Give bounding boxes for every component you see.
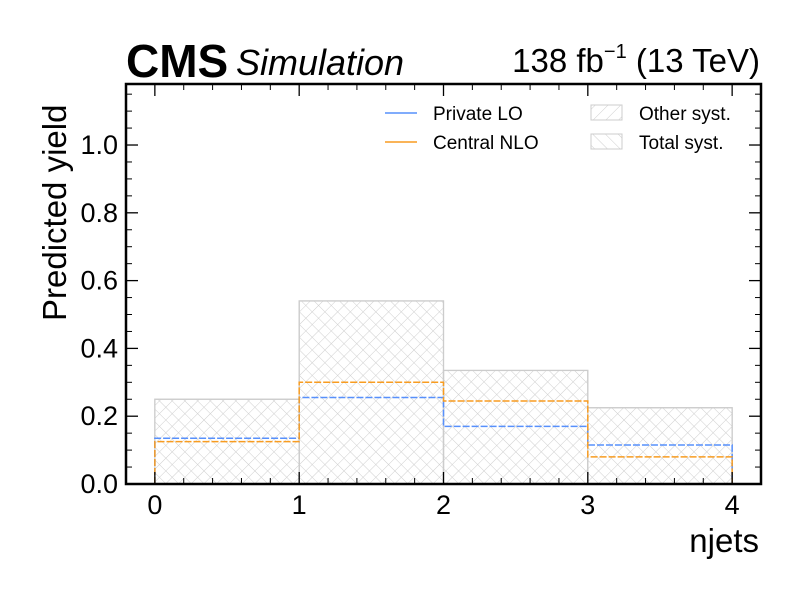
legend-label-total-syst: Total syst. (639, 133, 723, 154)
y-tick-label: 0.6 (80, 266, 118, 296)
simulation-label: Simulation (236, 42, 404, 83)
y-tick-label: 0.2 (80, 401, 118, 431)
syst-bands (154, 300, 733, 485)
lumi-exponent: −1 (604, 41, 627, 63)
series-lines (154, 381, 733, 484)
legend-label-private-lo: Private LO (433, 104, 523, 125)
axis-ticks: 0 1 2 3 4 0.0 0.2 0.4 0.6 0.8 1.0 (80, 84, 762, 520)
syst-band-total-bin-2 (442, 369, 589, 485)
legend-swatch-total-syst (590, 133, 623, 150)
x-tick-label: 1 (292, 490, 307, 520)
syst-band-total-bin-1 (298, 300, 445, 485)
x-tick-label: 0 (147, 490, 162, 520)
lumi-energy: (13 TeV) (627, 42, 760, 79)
legend-swatch-other-syst (590, 104, 623, 121)
lumi-label: 138 fb−1 (13 TeV) (512, 41, 760, 79)
cms-label: CMS (126, 35, 228, 87)
y-axis-title: Predicted yield (36, 105, 73, 321)
lumi-main: 138 fb (512, 42, 604, 79)
x-tick-label: 2 (436, 490, 451, 520)
series-line-private-lo (154, 396, 733, 484)
y-tick-label: 1.0 (80, 130, 118, 160)
y-tick-label: 0.8 (80, 198, 118, 228)
series-line-central-nlo (154, 381, 733, 484)
plot-frame (124, 82, 763, 486)
y-tick-label: 0.4 (80, 333, 118, 363)
legend: Private LO Central NLO Other syst. Total… (385, 104, 731, 154)
legend-label-central-nlo: Central NLO (433, 133, 539, 154)
syst-band-total-bin-3 (587, 407, 733, 485)
x-tick-label: 3 (580, 490, 595, 520)
x-axis-title: njets (689, 522, 759, 559)
y-tick-label: 0.0 (80, 469, 118, 499)
x-tick-label: 4 (725, 490, 740, 520)
legend-label-other-syst: Other syst. (639, 104, 731, 125)
